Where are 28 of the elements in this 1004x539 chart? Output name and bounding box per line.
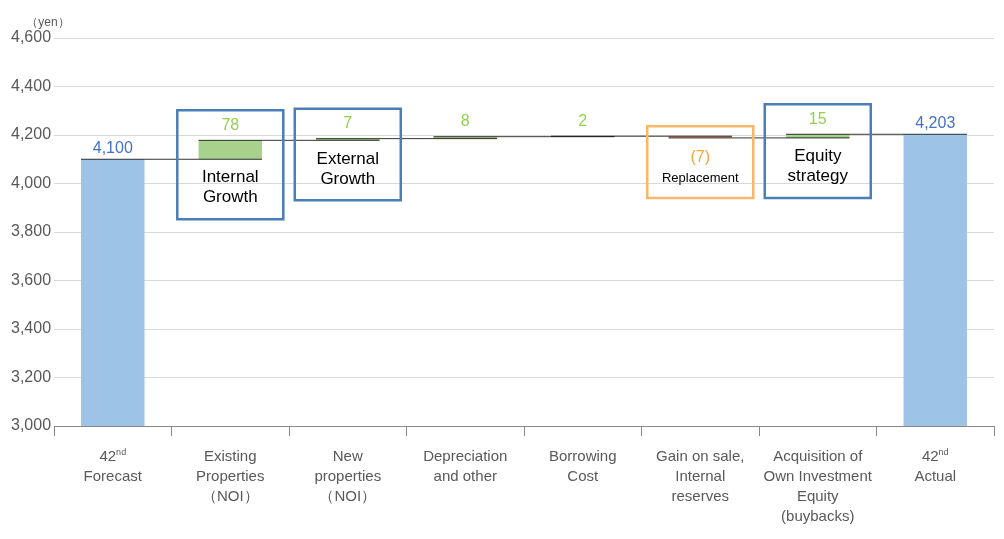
y-tick-label: 4,600 — [10, 28, 52, 46]
annotation: Replacement — [661, 169, 739, 185]
x-tick-label: New properties （NOI） — [314, 447, 382, 504]
data-label: 8 — [460, 112, 470, 130]
annotation: Internal Growth — [201, 167, 259, 207]
y-tick-label: 3,200 — [10, 367, 52, 385]
data-label: 78 — [221, 115, 240, 133]
y-tick-label: 3,600 — [10, 270, 52, 288]
x-tick-label: Depreciation and other — [423, 447, 508, 484]
annotation: Equity strategy — [787, 146, 849, 186]
y-tick-label: 4,200 — [10, 125, 52, 143]
data-label: (7) — [690, 148, 711, 166]
data-label: 4,100 — [92, 138, 133, 156]
x-tick-label: Acquisition of Own Investment Equity (buybacks) — [763, 447, 873, 524]
y-tick-label: 4,000 — [10, 173, 52, 191]
y-axis-title: （yen） — [26, 15, 70, 29]
annotation: External Growth — [316, 148, 379, 188]
x-tick-label: Existing Properties （NOI） — [196, 447, 265, 504]
data-label: 15 — [808, 109, 827, 127]
data-label: 4,203 — [915, 113, 956, 131]
data-label: 2 — [578, 111, 588, 129]
x-tick-label: Borrowing Cost — [549, 447, 617, 484]
data-label: 7 — [343, 114, 353, 132]
y-tick-label: 4,400 — [10, 76, 52, 94]
y-tick-label: 3,800 — [10, 222, 52, 240]
x-tick-label: Gain on sale, Internal reserves — [656, 447, 745, 504]
y-tick-label: 3,400 — [10, 319, 52, 337]
y-tick-label: 3,000 — [10, 416, 52, 434]
